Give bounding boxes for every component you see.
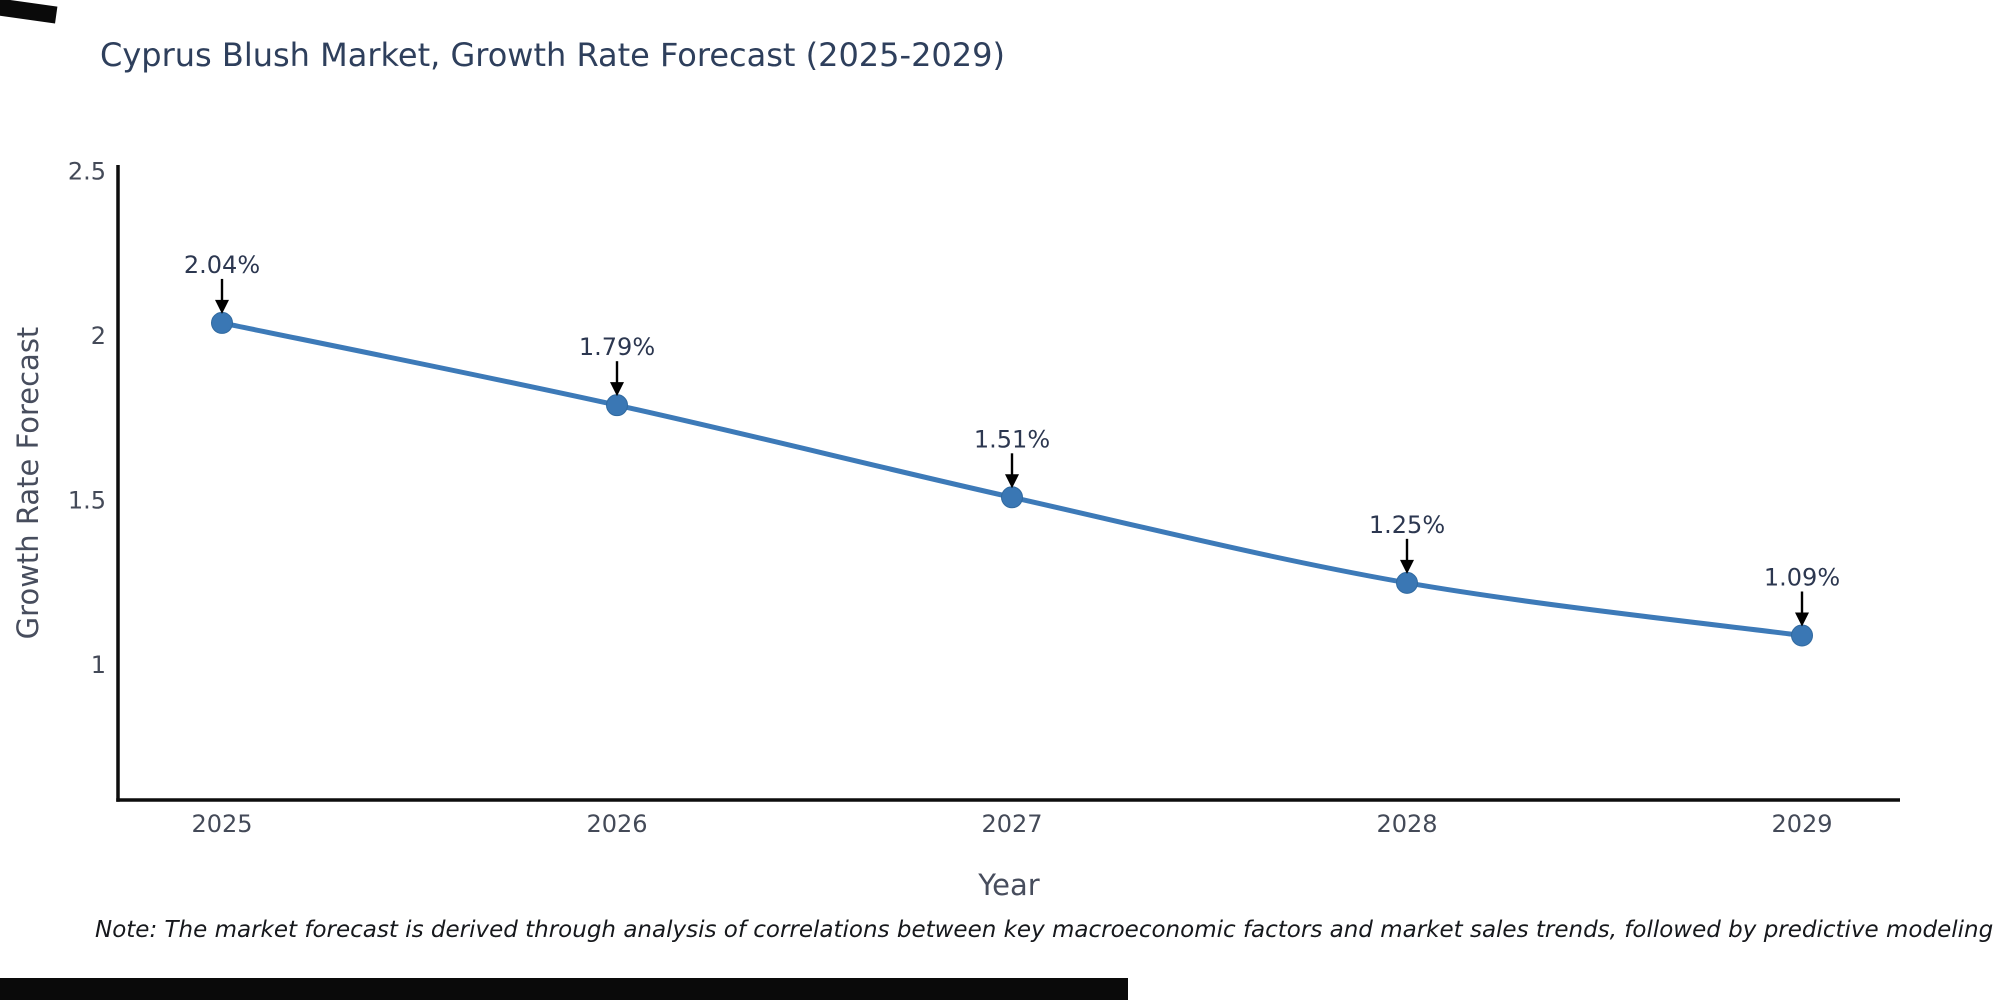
footnote: Note: The market forecast is derived thr… [95,917,2000,943]
screenshot-artifact-bottom-bar [0,978,1128,1000]
annotation-arrowhead [1005,474,1019,489]
annotation-label: 2.04% [184,251,260,279]
annotation-label: 1.79% [579,333,655,361]
x-tick-label: 2028 [1376,810,1437,838]
annotation-label: 1.09% [1764,563,1840,591]
annotation-arrowhead [610,382,624,397]
annotation-arrowhead [1795,612,1809,627]
data-point-marker[interactable] [606,394,628,417]
y-tick-label: 1 [91,651,106,679]
annotation-arrowhead [215,299,229,314]
y-tick-label: 2 [91,322,106,350]
x-tick-label: 2029 [1771,810,1832,838]
y-tick-label: 2.5 [68,158,106,186]
x-tick-label: 2026 [586,810,647,838]
data-point-marker[interactable] [211,311,233,334]
annotation-label: 1.51% [974,425,1050,453]
chart-title: Cyprus Blush Market, Growth Rate Forecas… [100,36,1005,74]
y-tick-label: 1.5 [68,487,106,515]
x-tick-label: 2025 [191,810,252,838]
annotation-label: 1.25% [1369,511,1445,539]
data-point-marker[interactable] [1001,486,1023,509]
x-tick-label: 2027 [981,810,1042,838]
annotation-arrowhead [1400,559,1414,574]
data-point-marker[interactable] [1396,571,1418,594]
x-axis-title: Year [978,868,1040,902]
data-point-marker[interactable] [1791,624,1813,647]
